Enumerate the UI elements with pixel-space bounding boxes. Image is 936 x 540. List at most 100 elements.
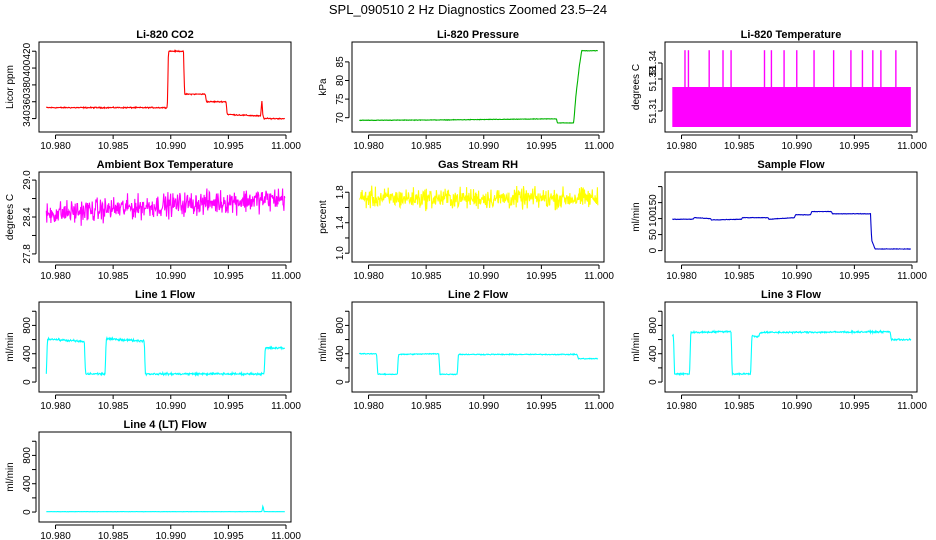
data-band [672, 87, 911, 127]
x-tick-label: 11.000 [584, 401, 614, 412]
data-layer [45, 188, 286, 226]
panel-li-820-co2: Li-820 CO2 10.980 10.985 10.990 10.995 11.000… [5, 29, 301, 152]
panel-title: Li-820 Temperature [741, 29, 842, 41]
y-tick-label: 27.8 [22, 244, 33, 264]
y-axis-label: degrees C [5, 194, 16, 240]
panel-title: Gas Stream RH [438, 159, 518, 171]
x-tick-label: 10.990 [155, 141, 186, 152]
y-tick-label: 800 [648, 317, 659, 334]
panel-title: Line 1 Flow [135, 289, 195, 301]
y-axis-label: ml/min [5, 332, 16, 361]
x-axis: 10.980 10.985 10.990 10.995 11.000 [353, 394, 614, 412]
x-tick-label: 11.000 [271, 271, 301, 282]
panel-sample-flow: Sample Flow 10.980 10.985 10.990 10.995 11.00… [631, 159, 927, 282]
x-axis: 10.980 10.985 10.990 10.995 11.000 [353, 264, 614, 282]
y-tick-label: 85 [335, 56, 346, 68]
y-tick-label: 150 [648, 194, 659, 211]
data-layer [672, 210, 911, 250]
y-tick-label: 80 [335, 74, 346, 86]
plot-frame [664, 301, 918, 393]
panel-title: Ambient Box Temperature [97, 159, 234, 171]
data-layer [45, 335, 286, 378]
y-tick-label: 420 [22, 42, 33, 59]
plot-frame [38, 41, 292, 133]
x-axis: 10.980 10.985 10.990 10.995 11.000 [40, 394, 301, 412]
panel-title: Li-820 Pressure [437, 29, 519, 41]
y-tick-label: 380 [22, 76, 33, 93]
series-line [45, 49, 285, 121]
y-tick-label: 0 [22, 509, 33, 515]
x-tick-label: 10.985 [724, 401, 755, 412]
plot-frame [38, 301, 292, 393]
series-line [45, 335, 286, 378]
y-tick-label: 0 [648, 379, 659, 385]
x-tick-label: 11.000 [584, 271, 614, 282]
x-tick-label: 11.000 [271, 401, 301, 412]
x-axis: 10.980 10.985 10.990 10.995 11.000 [40, 134, 301, 152]
y-tick-label: 51.34 [648, 50, 659, 75]
x-tick-label: 10.980 [353, 141, 384, 152]
x-tick-label: 10.980 [40, 531, 71, 540]
x-tick-label: 11.000 [584, 141, 614, 152]
x-tick-label: 10.995 [213, 531, 244, 540]
y-axis-label: degrees C [631, 64, 642, 110]
x-axis: 10.980 10.985 10.990 10.995 11.000 [40, 264, 301, 282]
x-tick-label: 10.980 [666, 401, 697, 412]
plot-frame [351, 171, 605, 263]
x-tick-label: 10.990 [155, 531, 186, 540]
y-tick-label: 800 [22, 317, 33, 334]
x-tick-label: 10.980 [40, 271, 71, 282]
x-tick-label: 10.985 [98, 271, 129, 282]
x-axis: 10.980 10.985 10.990 10.995 11.000 [666, 134, 927, 152]
x-tick-label: 10.980 [40, 141, 71, 152]
y-tick-label: 360 [22, 93, 33, 110]
y-tick-label: 400 [22, 475, 33, 492]
y-tick-label: 51.31 [648, 98, 659, 123]
x-tick-label: 10.990 [781, 401, 812, 412]
panel-line-3-flow: Line 3 Flow 10.980 10.985 10.990 10.995 11.00… [631, 289, 927, 412]
x-tick-label: 10.985 [724, 271, 755, 282]
y-axis: 70 75 80 85 [335, 56, 350, 123]
x-tick-label: 10.990 [781, 141, 812, 152]
y-tick-label: 800 [22, 447, 33, 464]
x-tick-label: 10.980 [353, 401, 384, 412]
x-tick-label: 10.985 [411, 401, 442, 412]
y-axis-label: ml/min [631, 332, 642, 361]
x-tick-label: 10.990 [468, 271, 499, 282]
series-line [45, 188, 286, 226]
y-axis: 0 400 800 [335, 310, 350, 385]
data-layer [45, 49, 285, 121]
data-layer [358, 352, 599, 376]
plot-frame [38, 431, 292, 523]
y-tick-label: 400 [22, 345, 33, 362]
x-tick-label: 10.980 [40, 401, 71, 412]
y-tick-label: 0 [335, 379, 346, 385]
x-tick-label: 10.985 [724, 141, 755, 152]
x-tick-label: 10.985 [98, 531, 129, 540]
panel-title: Li-820 CO2 [136, 29, 193, 41]
panel-line-1-flow: Line 1 Flow 10.980 10.985 10.990 10.995 11.00… [5, 289, 301, 412]
y-tick-label: 50 [648, 229, 659, 241]
y-axis-label: ml/min [5, 462, 16, 491]
y-axis: 0 400 800 [648, 310, 663, 385]
data-layer [359, 49, 598, 124]
figure-title: SPL_090510 2 Hz Diagnostics Zoomed 23.5–… [329, 2, 607, 17]
y-tick-label: 28.4 [22, 207, 33, 227]
y-axis-label: ml/min [318, 332, 329, 361]
panel-title: Line 4 (LT) Flow [124, 419, 207, 431]
series-line [358, 352, 599, 376]
panel-line-4-lt-flow: Line 4 (LT) Flow 10.980 10.985 10.990 10.995… [5, 419, 301, 540]
x-tick-label: 11.000 [897, 271, 927, 282]
panel-ambient-box-temperature: Ambient Box Temperature 10.980 10.985 10.99… [5, 159, 301, 282]
y-axis-label: kPa [318, 78, 329, 96]
x-tick-label: 10.995 [213, 141, 244, 152]
y-tick-label: 800 [335, 317, 346, 334]
x-tick-label: 10.980 [666, 271, 697, 282]
x-tick-label: 10.985 [411, 141, 442, 152]
x-axis: 10.980 10.985 10.990 10.995 11.000 [666, 264, 927, 282]
series-line [672, 210, 911, 250]
plot-frame [351, 301, 605, 393]
series-line [671, 328, 912, 377]
